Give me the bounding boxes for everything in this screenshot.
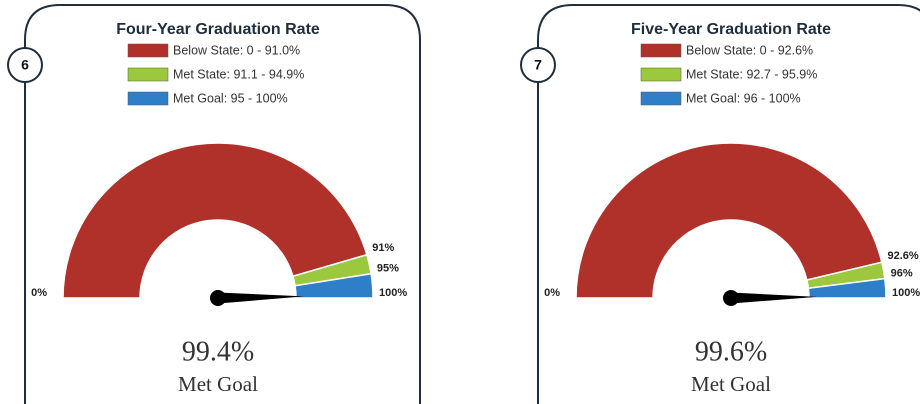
chart-title: Five-Year Graduation Rate xyxy=(631,21,831,38)
gauge-band xyxy=(294,272,374,299)
card-border xyxy=(537,4,920,404)
legend-label: Met State: 92.7 - 95.9% xyxy=(686,67,817,81)
tick-label: 0% xyxy=(544,287,560,299)
needle-hub xyxy=(723,290,739,306)
gauge-band xyxy=(62,142,368,299)
legend-swatch xyxy=(640,67,682,82)
tick-label: 92.6% xyxy=(887,250,918,262)
card-border xyxy=(24,4,421,404)
badge-number: 6 xyxy=(21,57,29,73)
gauge-card: 6 Four-Year Graduation Rate Below State: 0… xyxy=(7,4,421,404)
needle xyxy=(217,292,304,304)
tick-label: 96% xyxy=(891,268,913,280)
badge-number: 7 xyxy=(534,57,542,73)
tick-label: 100% xyxy=(379,287,407,299)
needle-hub xyxy=(210,290,226,306)
tick-label: 95% xyxy=(377,262,399,274)
needle xyxy=(730,292,817,304)
legend-label: Met Goal: 96 - 100% xyxy=(686,91,801,105)
tick-label: 0% xyxy=(31,287,47,299)
badge-circle xyxy=(520,47,556,83)
legend-swatch xyxy=(127,43,169,58)
value-label: 99.4% xyxy=(182,336,254,367)
legend-label: Below State: 0 - 91.0% xyxy=(173,43,300,57)
legend-swatch xyxy=(640,43,682,58)
status-label: Met Goal xyxy=(178,372,258,396)
value-label: 99.6% xyxy=(695,336,767,367)
gauge-band xyxy=(807,277,887,299)
legend-label: Met Goal: 95 - 100% xyxy=(173,91,288,105)
tick-label: 100% xyxy=(892,287,920,299)
legend-label: Met State: 91.1 - 94.9% xyxy=(173,67,304,81)
gauge-card: 7 Five-Year Graduation Rate Below State: 0… xyxy=(520,4,920,404)
legend-swatch xyxy=(127,91,169,106)
legend-swatch xyxy=(640,91,682,106)
badge-circle xyxy=(7,47,43,83)
chart-title: Four-Year Graduation Rate xyxy=(116,21,320,38)
status-label: Met Goal xyxy=(691,372,771,396)
gauge-band xyxy=(575,142,883,299)
tick-label: 91% xyxy=(372,242,394,254)
legend-swatch xyxy=(127,67,169,82)
legend-label: Below State: 0 - 92.6% xyxy=(686,43,813,57)
